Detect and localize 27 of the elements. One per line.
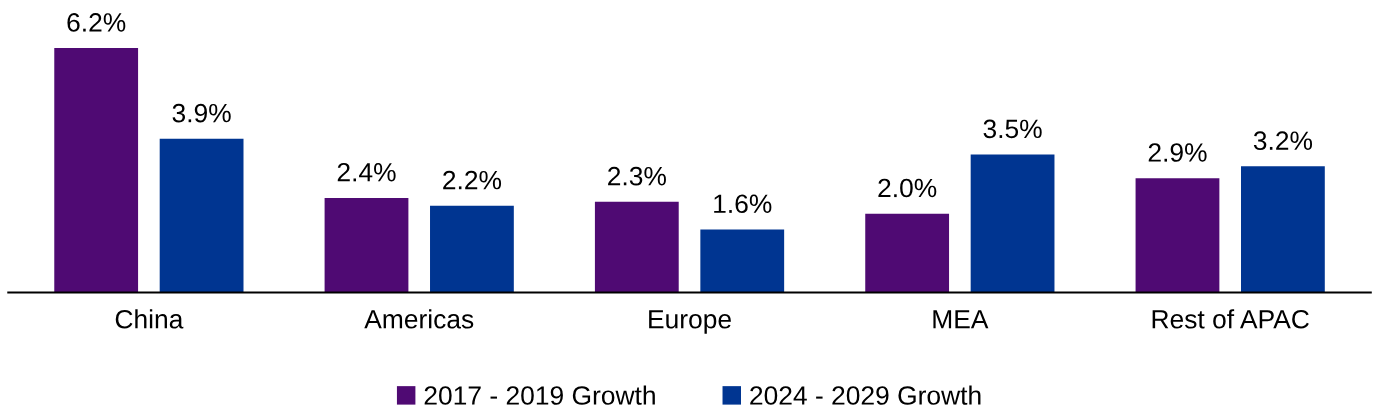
bar	[1241, 166, 1325, 293]
bar	[54, 48, 139, 293]
legend-label: 2024 - 2029 Growth	[750, 385, 981, 405]
bar	[159, 138, 244, 293]
data-label: 3.5%	[983, 119, 1042, 139]
x-tick-label: MEA	[933, 310, 989, 329]
bar	[1135, 178, 1220, 293]
data-label: 2.4%	[337, 162, 396, 182]
bar	[594, 201, 679, 293]
data-label: 2.9%	[1148, 143, 1207, 162]
data-label: 2.0%	[878, 178, 937, 198]
bar	[324, 197, 409, 293]
data-label: 6.2%	[67, 13, 126, 32]
data-label: 2.2%	[443, 170, 502, 190]
data-label: 2.3%	[608, 166, 666, 186]
data-label: 3.2%	[1253, 131, 1313, 151]
legend-label: 2017 - 2019 Growth	[424, 385, 655, 405]
data-label: 3.9%	[172, 103, 231, 123]
x-tick-label: Americas	[364, 309, 474, 329]
bar	[865, 213, 950, 293]
bar	[700, 229, 785, 293]
x-tick-label: Europe	[649, 310, 731, 334]
bar	[430, 205, 514, 293]
data-label: 1.6%	[714, 194, 772, 214]
x-tick-label: China	[115, 309, 184, 329]
bar	[970, 154, 1055, 293]
x-tick-label: Rest of APAC	[1152, 309, 1309, 329]
